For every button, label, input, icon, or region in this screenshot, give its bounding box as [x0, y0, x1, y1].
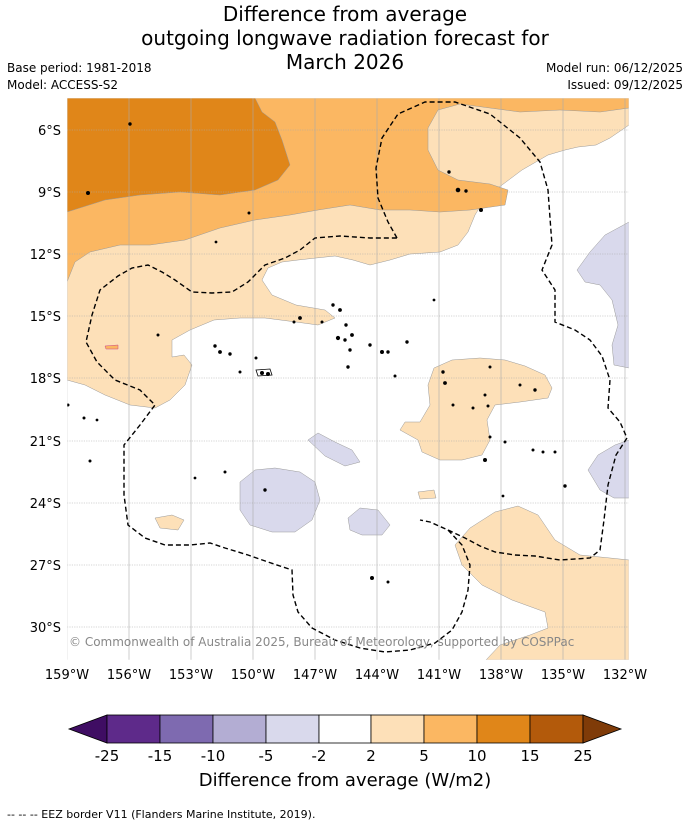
colorbar-tick-labels: -25 -15 -10 -5 -2 2 5 10 15 25 — [95, 747, 593, 765]
colorbar-title: Difference from average (W/m2) — [198, 770, 492, 791]
colorbar-arrow-min — [67, 714, 108, 744]
colorbar-segment — [212, 714, 267, 744]
latitude-labels: 6°S 9°S 12°S 15°S 18°S 21°S 24°S 27°S 30… — [30, 124, 61, 636]
colorbar-segment — [529, 714, 584, 744]
colorbar-tick-label: 25 — [573, 747, 592, 765]
lon-label: 153°W — [169, 668, 213, 683]
anomaly-region-neg-south-3 — [347, 507, 391, 536]
colorbar-tick-label: -25 — [95, 747, 120, 765]
anomaly-region-2-5-central — [399, 357, 553, 461]
anomaly-region-2-5-small-1 — [154, 514, 185, 531]
colorbar-tick-label: -2 — [312, 747, 327, 765]
lat-label: 15°S — [30, 310, 61, 325]
lon-label: 159°W — [45, 668, 89, 683]
colorbar — [67, 714, 623, 744]
colorbar-arrow-max — [582, 714, 623, 744]
base-period: Base period: 1981-2018 — [7, 61, 152, 75]
colorbar-tick-label: -5 — [259, 747, 274, 765]
colorbar-segment — [476, 714, 531, 744]
colorbar-tick-label: 5 — [419, 747, 429, 765]
lat-label: 18°S — [30, 372, 61, 387]
anomaly-region-2-5-south — [454, 505, 629, 660]
title-line-3: March 2026 — [285, 50, 405, 74]
graticule — [67, 129, 629, 628]
eez-border-marquesas — [375, 101, 628, 561]
issued-date: Issued: 09/12/2025 — [567, 78, 683, 92]
map-plot-area: © Commonwealth of Australia 2025, Bureau… — [67, 98, 629, 660]
lat-label: 21°S — [30, 435, 61, 450]
lon-label: 135°W — [541, 668, 585, 683]
lat-label: 9°S — [38, 186, 61, 201]
anomaly-region-neg-south-1 — [239, 467, 321, 533]
lon-label: 144°W — [355, 668, 399, 683]
colorbar-segment — [423, 714, 478, 744]
eez-border-main — [85, 235, 471, 653]
lat-label: 12°S — [30, 248, 61, 263]
colorbar-tick-label: 2 — [366, 747, 376, 765]
model-run: Model run: 06/12/2025 — [545, 61, 683, 75]
colorbar-segment — [106, 714, 161, 744]
island-markers — [67, 122, 567, 584]
colorbar-segment — [265, 714, 320, 744]
title-line-2: outgoing longwave radiation forecast for — [141, 26, 549, 50]
lon-label: 141°W — [417, 668, 461, 683]
colorbar-tick-label: -15 — [148, 747, 173, 765]
footer-note: -- -- -- EEZ border V11 (Flanders Marine… — [7, 808, 316, 821]
run-info: Model run: 06/12/2025 Issued: 09/12/2025 — [546, 60, 683, 94]
colorbar-segment — [318, 714, 372, 744]
lat-label: 6°S — [38, 124, 61, 139]
colorbar-segment — [159, 714, 214, 744]
island-small-outline — [104, 344, 119, 350]
copyright-text: © Commonwealth of Australia 2025, Bureau… — [69, 635, 574, 649]
lon-label: 150°W — [231, 668, 275, 683]
lon-label: 132°W — [603, 668, 647, 683]
lon-label: 147°W — [293, 668, 337, 683]
island-outline — [255, 368, 273, 377]
lon-label: 156°W — [107, 668, 151, 683]
lon-label: 138°W — [479, 668, 523, 683]
title-line-1: Difference from average — [222, 2, 468, 26]
colorbar-tick-label: 10 — [467, 747, 486, 765]
map-title: Difference from average outgoing longwav… — [0, 2, 690, 74]
colorbar-segment — [370, 714, 425, 744]
map-frame — [66, 97, 630, 661]
anomaly-region-neg-east — [576, 221, 629, 369]
map-svg: © Commonwealth of Australia 2025, Bureau… — [30, 97, 647, 765]
lat-label: 24°S — [30, 497, 61, 512]
colorbar-tick-label: 15 — [520, 747, 539, 765]
graticule-meridians — [67, 98, 626, 660]
lat-label: 30°S — [30, 621, 61, 636]
model-name: Model: ACCESS-S2 — [7, 78, 119, 92]
lat-label: 27°S — [30, 559, 61, 574]
anomaly-region-2-5-small-2 — [417, 489, 437, 500]
anomaly-region-neg-south-2 — [307, 432, 361, 467]
colorbar-tick-label: -10 — [201, 747, 226, 765]
anomaly-region-10-15 — [67, 98, 291, 213]
longitude-labels: 159°W 156°W 153°W 150°W 147°W 144°W 141°… — [45, 668, 647, 683]
anomaly-region-neg-southeast — [587, 439, 629, 499]
base-info: Base period: 1981-2018 Model: ACCESS-S2 — [7, 60, 152, 94]
